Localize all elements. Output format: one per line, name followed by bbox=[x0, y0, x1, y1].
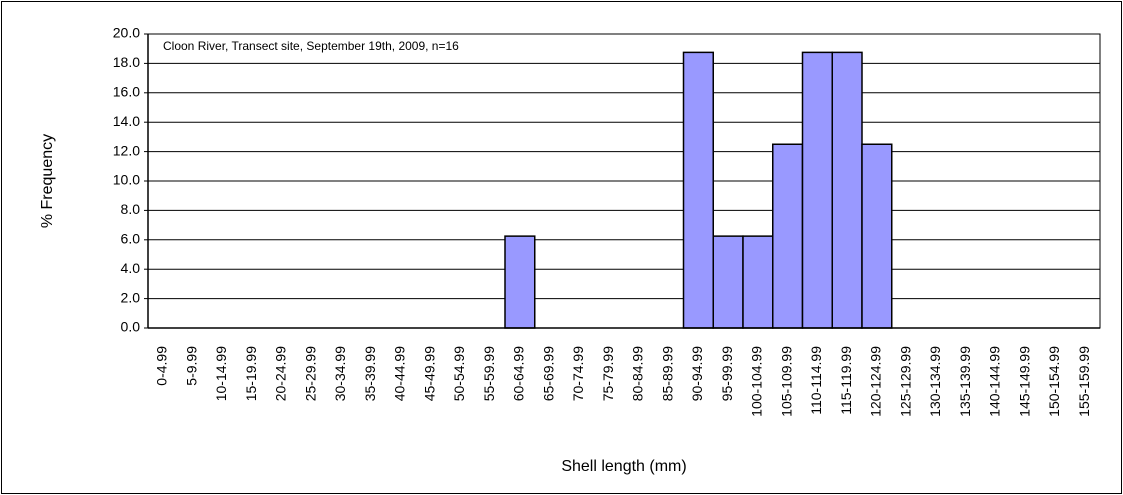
x-tick-label: 95-99.99 bbox=[719, 346, 735, 401]
y-tick-label: 6.0 bbox=[121, 231, 141, 247]
bar bbox=[772, 143, 804, 329]
x-tick-label: 120-124.99 bbox=[868, 346, 884, 417]
x-tick-label: 145-149.99 bbox=[1016, 346, 1032, 417]
x-tick-label: 140-144.99 bbox=[987, 346, 1003, 417]
bar bbox=[712, 235, 744, 329]
y-axis-title: % Frequency bbox=[39, 134, 56, 228]
x-tick-label: 65-69.99 bbox=[540, 346, 556, 401]
y-tick-label: 16.0 bbox=[113, 84, 140, 100]
y-tick-label: 10.0 bbox=[113, 172, 140, 188]
x-tick-label: 155-159.99 bbox=[1076, 346, 1092, 417]
x-tick-label: 35-39.99 bbox=[362, 346, 378, 401]
x-tick-label: 150-154.99 bbox=[1046, 346, 1062, 417]
x-tick-label: 70-74.99 bbox=[570, 346, 586, 401]
y-tick-label: 0.0 bbox=[121, 319, 141, 335]
x-tick-label: 100-104.99 bbox=[749, 346, 765, 417]
x-tick-label: 110-114.99 bbox=[808, 346, 824, 415]
x-tick-label: 80-84.99 bbox=[630, 346, 646, 401]
x-tick-label: 90-94.99 bbox=[689, 346, 705, 401]
y-tick-label: 20.0 bbox=[113, 25, 140, 41]
annotation: Cloon River, Transect site, September 19… bbox=[163, 39, 459, 53]
x-tick-label: 40-44.99 bbox=[392, 346, 408, 401]
x-tick-label: 20-24.99 bbox=[273, 346, 289, 401]
x-tick-label: 130-134.99 bbox=[927, 346, 943, 417]
x-tick-label: 0-4.99 bbox=[154, 346, 170, 386]
x-tick-label: 30-34.99 bbox=[332, 346, 348, 401]
x-tick-label: 105-109.99 bbox=[778, 346, 794, 417]
bar bbox=[504, 235, 536, 329]
y-tick-label: 14.0 bbox=[113, 113, 140, 129]
x-tick-label: 55-59.99 bbox=[481, 346, 497, 401]
bar bbox=[861, 143, 893, 329]
x-tick-label: 5-9.99 bbox=[183, 346, 199, 386]
x-tick-label: 60-64.99 bbox=[511, 346, 527, 401]
x-tick-label: 85-89.99 bbox=[659, 346, 675, 401]
x-tick-label: 10-14.99 bbox=[213, 346, 229, 401]
x-tick-label: 125-129.99 bbox=[897, 346, 913, 417]
x-tick-label: 135-139.99 bbox=[957, 346, 973, 417]
bar bbox=[682, 51, 714, 329]
bar bbox=[831, 51, 863, 329]
y-tick-label: 18.0 bbox=[113, 54, 140, 70]
bar bbox=[801, 51, 833, 329]
plot-area: 0.0 2.0 4.0 6.0 8.0 10.0 12.0 14.0 16.0 18.0 20.0 0… bbox=[113, 25, 1101, 417]
x-axis-title: Shell length (mm) bbox=[561, 458, 686, 475]
x-tick-label: 115-119.99 bbox=[838, 346, 854, 415]
x-tick-label: 50-54.99 bbox=[451, 346, 467, 401]
y-tick-label: 12.0 bbox=[113, 142, 140, 158]
x-tick-label: 25-29.99 bbox=[302, 346, 318, 401]
x-tick-label: 75-79.99 bbox=[600, 346, 616, 401]
y-tick-label: 4.0 bbox=[121, 260, 141, 276]
y-tick-label: 2.0 bbox=[121, 289, 141, 305]
y-tick-label: 8.0 bbox=[121, 201, 141, 217]
x-tick-label: 45-49.99 bbox=[421, 346, 437, 401]
bar bbox=[742, 235, 774, 329]
x-tick-label: 15-19.99 bbox=[243, 346, 259, 401]
